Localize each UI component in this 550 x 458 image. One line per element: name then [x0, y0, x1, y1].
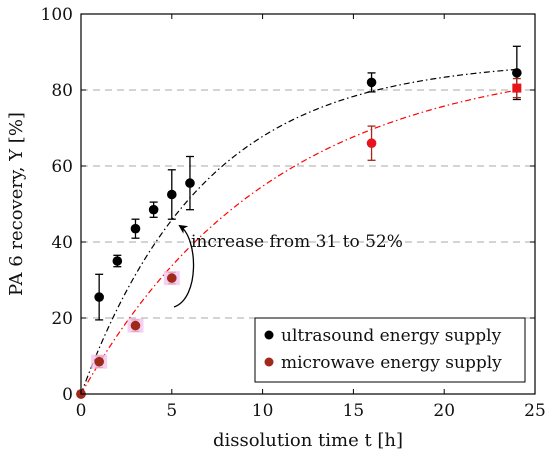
x-tick-label: 10 — [252, 401, 274, 421]
legend-label-ultrasound: ultrasound energy supply — [281, 326, 502, 346]
annotation-arrow — [173, 224, 195, 308]
y-tick-label: 0 — [62, 385, 73, 405]
y-tick-label: 60 — [51, 157, 73, 177]
legend: ultrasound energy supply microwave energ… — [254, 317, 526, 383]
point-microwave — [130, 320, 141, 331]
data-points — [76, 68, 522, 399]
point-ultrasound — [185, 178, 195, 188]
legend-box — [254, 317, 526, 383]
point-ultrasound — [130, 223, 141, 234]
fit-curve-microwave — [80, 89, 517, 395]
point-ultrasound — [167, 189, 177, 200]
x-tick-label: 20 — [433, 401, 455, 421]
point-microwave — [366, 138, 377, 148]
axis-ticks: 0 20 40 60 80 100 0 5 10 15 20 25 — [41, 5, 546, 421]
legend-label-microwave: microwave energy supply — [281, 353, 502, 373]
annotation: increase from 31 to 52% — [173, 224, 403, 308]
point-ultrasound — [366, 77, 377, 88]
point-microwave — [512, 83, 522, 93]
point-microwave — [167, 273, 177, 283]
y-tick-label: 80 — [51, 81, 73, 101]
x-tick-label: 0 — [76, 401, 87, 421]
x-tick-label: 25 — [524, 401, 546, 421]
point-ultrasound — [148, 204, 159, 215]
point-ultrasound — [512, 68, 522, 78]
x-tick-label: 15 — [343, 401, 365, 421]
fit-curve-ultrasound — [80, 68, 517, 395]
y-tick-label: 20 — [51, 309, 73, 329]
x-tick-label: 5 — [166, 401, 177, 421]
point-microwave — [94, 356, 104, 367]
legend-marker-microwave — [264, 357, 274, 367]
point-ultrasound — [94, 292, 104, 302]
plot-frame — [80, 13, 536, 395]
x-axis-label: dissolution time t [h] — [213, 430, 403, 451]
legend-marker-ultrasound — [264, 330, 274, 340]
y-tick-label: 100 — [41, 5, 73, 25]
point-ultrasound — [112, 256, 123, 266]
annotation-text: increase from 31 to 52% — [191, 232, 403, 252]
fit-curves — [80, 68, 517, 395]
y-tick-label: 40 — [51, 233, 73, 253]
y-axis-label: PA 6 recovery, Y [%] — [6, 112, 27, 296]
error-bars — [95, 45, 521, 369]
gridlines — [81, 89, 535, 319]
